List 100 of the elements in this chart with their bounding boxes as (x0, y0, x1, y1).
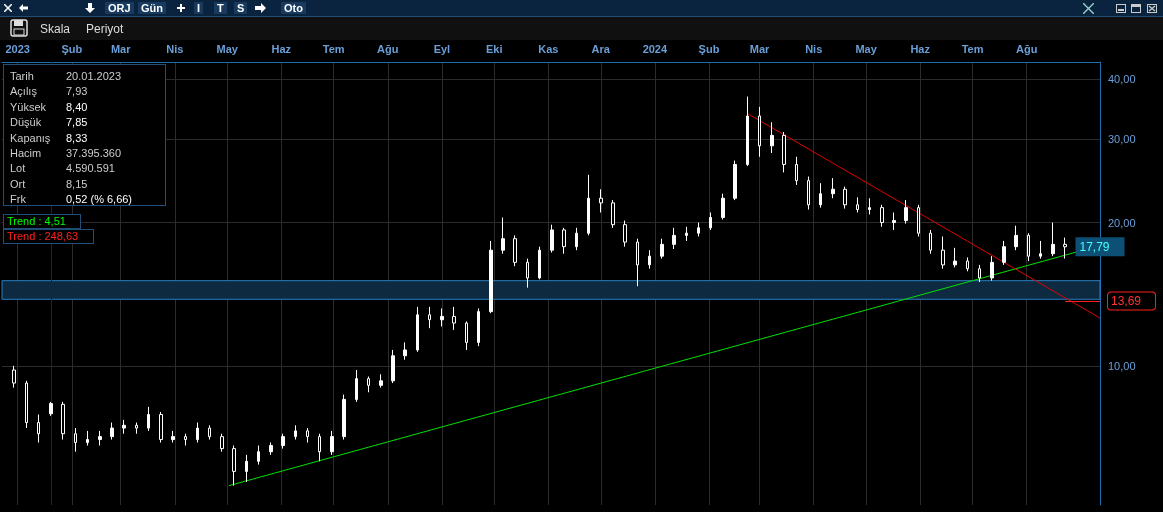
candlestick (868, 197, 871, 215)
candlestick (904, 199, 908, 225)
annotation: 13,69 (1111, 293, 1142, 308)
candlestick (489, 240, 493, 314)
x-tick-label: Ağu (1015, 42, 1038, 55)
candlestick (281, 433, 285, 450)
candlestick (25, 380, 28, 429)
candlestick (37, 414, 40, 444)
candlestick (843, 186, 847, 210)
annotation: 20.01.2023 (66, 69, 122, 84)
candlestick (929, 229, 932, 255)
candlestick (391, 349, 395, 384)
y-tick-label: 30,00 (1108, 132, 1136, 145)
y-tick-label: 40,00 (1108, 73, 1136, 86)
candlestick (318, 433, 321, 462)
y-tick-label: 10,00 (1108, 359, 1136, 372)
candlestick (526, 258, 529, 289)
candlestick (721, 193, 725, 221)
candlestick (74, 427, 77, 453)
annotation: 8,15 (66, 176, 88, 192)
candlestick (758, 106, 761, 158)
annotation: Yüksek (10, 99, 47, 115)
candlestick (208, 424, 211, 441)
candlestick (452, 306, 456, 331)
candlestick (660, 238, 664, 260)
annotation: Tarih (10, 69, 34, 84)
candlestick (611, 199, 615, 229)
annotation: 8,33 (66, 130, 88, 146)
candlestick (880, 204, 884, 228)
text: Oto (281, 2, 306, 14)
x-tick-label: May (216, 42, 239, 55)
candlestick (587, 174, 590, 236)
candlestick (1014, 225, 1018, 251)
candlestick (245, 454, 248, 483)
candlestick (782, 131, 786, 173)
candlestick (685, 226, 688, 242)
candlestick (61, 401, 65, 441)
candlestick (636, 238, 639, 287)
x-tick-label: Şub (698, 42, 720, 55)
x-tick-label: Ağu (377, 42, 399, 55)
x-tick-label: 2024 (642, 42, 668, 55)
annotation: 0,52 (% 6,66) (66, 192, 133, 208)
candlestick (1002, 240, 1006, 266)
annotation: 7,85 (66, 115, 88, 131)
annotation: Kapanış (10, 130, 51, 146)
candlestick (465, 320, 468, 351)
candlestick (697, 222, 700, 237)
text: Periyot (86, 22, 124, 36)
candlestick (171, 430, 175, 444)
candlestick (831, 177, 835, 199)
candlestick (575, 227, 578, 251)
annotation: Hacim (10, 145, 42, 161)
candlestick (550, 224, 554, 254)
candlestick (220, 433, 224, 453)
x-tick-label: Tem (322, 42, 345, 55)
candlestick (953, 247, 957, 268)
annotation: 7,93 (66, 84, 88, 100)
annotation: Frk (10, 192, 26, 208)
x-tick-label: 2023 (5, 42, 30, 55)
candlestick (159, 411, 163, 444)
candlestick (342, 394, 346, 441)
candlestick (306, 427, 309, 444)
x-tick-label: Ara (591, 42, 611, 55)
candlestick (746, 96, 749, 167)
candlestick (12, 365, 16, 389)
annotation: 17,79 (1079, 239, 1110, 254)
candlestick (917, 204, 920, 237)
candlestick (355, 369, 358, 403)
readout-box: Trend : 4,51 (3, 214, 81, 229)
text: I (194, 2, 204, 14)
candlestick (709, 212, 712, 231)
candlestick (184, 433, 187, 447)
candlestick (122, 419, 126, 435)
candlestick (819, 182, 822, 209)
candlestick (733, 160, 737, 201)
candlestick (428, 306, 431, 329)
candlestick (501, 216, 505, 255)
candlestick (135, 422, 138, 435)
candlestick (892, 212, 896, 231)
text: S (234, 2, 248, 14)
candlestick (269, 442, 273, 456)
candlestick (672, 227, 676, 250)
text: T (214, 2, 227, 14)
readout-box: Trend : 248,63 (3, 229, 94, 244)
annotation: 37.395.360 (66, 145, 122, 161)
x-tick-label: Haz (271, 42, 292, 55)
candlestick (147, 406, 150, 432)
candlestick (623, 220, 627, 248)
candlestick (49, 401, 53, 417)
candlestick (440, 307, 444, 327)
candlestick (416, 306, 419, 353)
x-tick-label: Mar (110, 42, 132, 55)
candlestick (513, 234, 517, 267)
annotation: Lot (10, 161, 26, 177)
y-tick-label: 20,00 (1108, 216, 1136, 229)
candlestick (795, 156, 798, 186)
candlestick (990, 255, 994, 282)
candlestick (538, 246, 541, 280)
candlestick (477, 307, 480, 347)
candlestick (1039, 240, 1042, 260)
